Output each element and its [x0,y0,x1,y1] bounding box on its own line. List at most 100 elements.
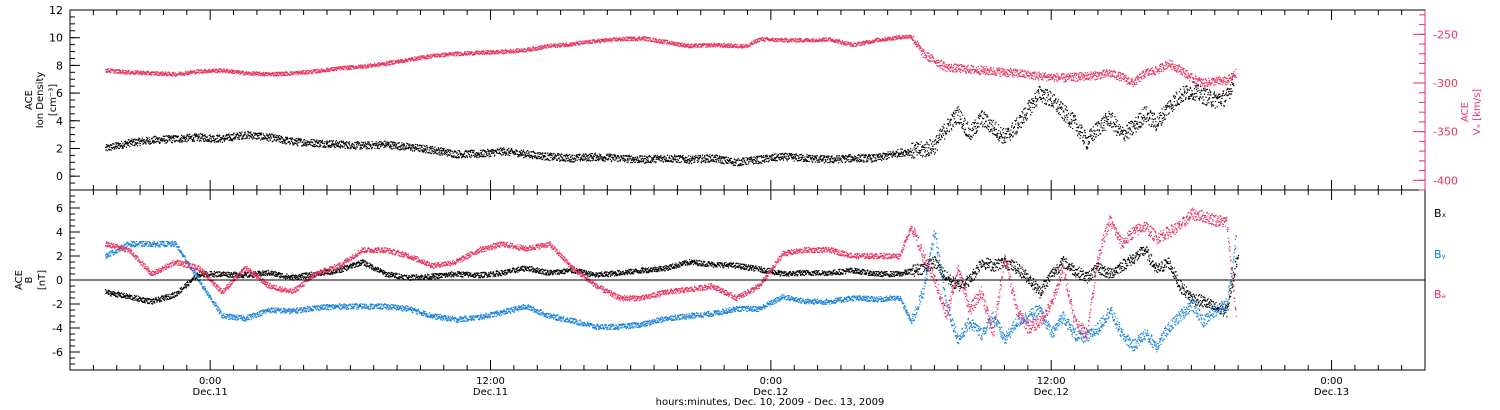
density-point [265,137,266,138]
density-point [1233,83,1234,84]
density-point [1064,119,1065,120]
density-point [349,141,350,142]
density-point [284,141,285,142]
density-point [448,151,449,152]
density-point [417,145,418,146]
density-point [453,156,454,157]
density-point [600,154,601,155]
density-point [772,158,773,159]
density-point [417,144,418,145]
density-point [687,162,688,163]
density-point [673,157,674,158]
density-point [395,147,396,148]
density-point [935,148,936,149]
density-point [1152,115,1153,116]
density-point [769,160,770,161]
density-point [1099,123,1100,124]
density-point [693,162,694,163]
density-point [1115,124,1116,125]
density-point [583,160,584,161]
density-point [238,139,239,140]
density-point [564,155,565,156]
density-point [491,151,492,152]
density-point [721,163,722,164]
density-point [204,138,205,139]
density-point [912,149,913,150]
vx-point [140,72,141,73]
density-point [1062,104,1063,105]
density-point [205,136,206,137]
density-point [1170,106,1171,107]
density-point [596,160,597,161]
density-point [576,154,577,155]
density-point [1188,89,1189,90]
density-point [523,150,524,151]
density-point [718,160,719,161]
density-point [259,137,260,138]
density-point [1051,101,1052,102]
density-point [396,145,397,146]
density-point [778,154,779,155]
density-point [938,138,939,139]
density-point [181,137,182,138]
density-point [1003,132,1004,133]
density-point [509,152,510,153]
vx-point [263,72,264,73]
density-point [385,143,386,144]
vx-point [332,67,333,68]
density-point [662,159,663,160]
density-point [860,156,861,157]
density-point [623,160,624,161]
density-point [464,153,465,154]
density-point [289,141,290,142]
density-point [1166,114,1167,115]
density-point [203,138,204,139]
density-point [489,156,490,157]
density-point [129,139,130,140]
density-point [971,124,972,125]
density-point [1064,120,1065,121]
density-point [500,153,501,154]
vx-point [115,70,116,71]
density-point [1194,93,1195,94]
density-point [327,140,328,141]
vx-point [151,73,152,74]
density-point [835,159,836,160]
vx-point [358,67,359,68]
density-point [553,159,554,160]
density-point [412,146,413,147]
vx-point [232,69,233,70]
vx-point [312,73,313,74]
density-point [1010,140,1011,141]
density-point [768,161,769,162]
density-point [978,117,979,118]
density-point [287,137,288,138]
density-point [1025,118,1026,119]
density-point [1119,134,1120,135]
vx-point [278,75,279,76]
density-point [1200,94,1201,95]
density-point [1034,107,1035,108]
density-point [434,149,435,150]
density-point [987,116,988,117]
density-point [715,159,716,160]
density-point [716,159,717,160]
density-point [863,161,864,162]
density-point [1027,118,1028,119]
density-point [864,161,865,162]
density-point [519,154,520,155]
density-point [697,160,698,161]
density-point [840,158,841,159]
density-point [964,129,965,130]
density-point [166,135,167,136]
density-point [356,142,357,143]
density-point [228,134,229,135]
density-point [479,157,480,158]
density-point [925,144,926,145]
density-point [972,128,973,129]
density-point [692,160,693,161]
density-point [967,123,968,124]
vx-point [239,70,240,71]
density-point [674,159,675,160]
density-point [1119,124,1120,125]
